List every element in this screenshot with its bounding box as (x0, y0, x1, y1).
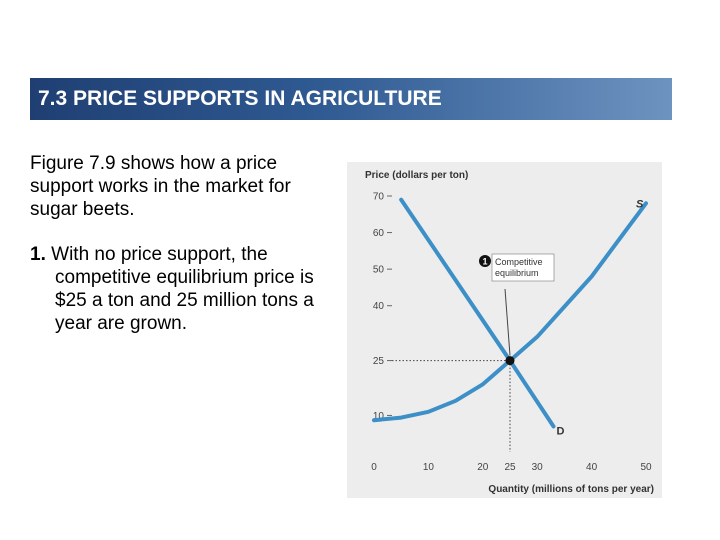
x-tick-label: 50 (640, 462, 652, 473)
series-label-s: S (636, 198, 644, 210)
list-item-number: 1. (30, 244, 46, 265)
x-tick-label: 40 (586, 462, 598, 473)
y-tick-label: 25 (373, 356, 385, 367)
annotation-marker (479, 255, 491, 267)
curve-s (372, 201, 648, 423)
y-tick-label: 70 (373, 192, 385, 203)
curve-d (399, 197, 556, 429)
x-tick-label: 30 (532, 462, 544, 473)
chart-panel: Price (dollars per ton) 10 25 40 50 60 70 0 10 20… (347, 162, 662, 498)
annotation-text-line: equilibrium (495, 268, 539, 278)
annotation-box (491, 253, 555, 282)
list-item-1: 1. With no price support, the competitiv… (30, 243, 320, 335)
y-tick-label: 10 (373, 411, 385, 422)
x-tick-label: 10 (423, 462, 435, 473)
x-tick-label: 20 (477, 462, 489, 473)
equilibrium-point (505, 356, 515, 366)
series-label-d: D (557, 425, 565, 437)
y-tick-label: 50 (373, 265, 385, 276)
intro-paragraph: Figure 7.9 shows how a price support wor… (30, 153, 291, 220)
x-tick-label: 0 (371, 462, 377, 473)
annotation-leader-line (504, 288, 511, 356)
y-axis-label: Price (dollars per ton) (365, 170, 468, 181)
title-bar: 7.3 PRICE SUPPORTS IN AGRICULTURE (30, 78, 672, 120)
y-tick-label: 60 (373, 228, 385, 239)
slide-title: 7.3 PRICE SUPPORTS IN AGRICULTURE (38, 87, 442, 110)
price-support-chart: Price (dollars per ton) 10 25 40 50 60 70 0 10 20… (365, 170, 654, 495)
annotation-text-line: Competitive (495, 257, 543, 267)
y-tick-label: 40 (373, 301, 385, 312)
body-text: Figure 7.9 shows how a price support wor… (30, 152, 320, 335)
x-tick-label: 25 (504, 462, 516, 473)
annotation-number: 1 (482, 257, 487, 267)
x-axis-label: Quantity (millions of tons per year) (488, 484, 654, 495)
list-item-text: With no price support, the competitive e… (51, 244, 314, 334)
